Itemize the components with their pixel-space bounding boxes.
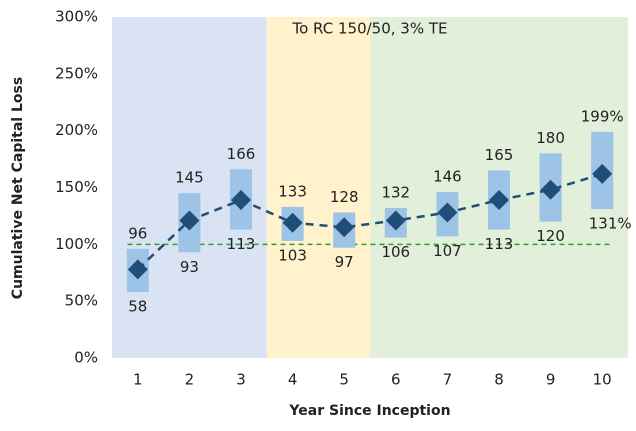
high-label: 146 [433,168,462,186]
x-tick-label: 3 [236,371,246,389]
low-label: 103 [278,246,307,264]
high-label: 133 [278,182,307,200]
median-marker [127,259,148,280]
median-marker [592,163,613,184]
y-tick-label: 100% [55,235,98,253]
median-marker [179,210,200,231]
x-tick-label: 7 [443,371,453,389]
y-tick-label: 200% [55,121,98,139]
low-label: 120 [536,227,565,245]
x-tick-label: 2 [185,371,195,389]
shaded-region [266,17,370,358]
median-marker [334,217,355,238]
x-tick-label: 1 [133,371,143,389]
high-label: 145 [175,169,204,187]
median-marker [437,202,458,223]
low-label: 107 [433,242,462,260]
y-tick-label: 300% [55,8,98,26]
low-label: 58 [128,298,147,316]
x-tick-label: 8 [494,371,504,389]
x-tick-label: 9 [546,371,556,389]
median-marker [540,179,561,200]
y-tick-label: 150% [55,178,98,196]
annotation: To RC 150/50, 3% TE [292,20,448,38]
median-marker [231,190,251,211]
median-marker [282,212,303,233]
median-marker [385,210,406,231]
low-label: 131% [589,215,632,233]
y-tick-label: 0% [74,349,98,367]
x-tick-label: 5 [339,371,349,389]
median-line [136,172,603,271]
high-label: 96 [128,224,147,242]
median-marker [489,190,509,211]
high-label: 180 [536,129,565,147]
y-tick-label: 250% [55,64,98,82]
y-axis-title: Cumulative Net Capital Loss [10,77,26,299]
x-axis-title: Year Since Inception [288,403,450,419]
high-label: 166 [227,145,256,163]
high-label: 132 [381,183,410,201]
x-tick-label: 10 [593,371,612,389]
low-label: 113 [227,235,256,253]
high-label: 165 [485,146,514,164]
low-label: 93 [180,258,199,276]
x-tick-label: 4 [288,371,298,389]
x-tick-label: 6 [391,371,401,389]
high-label: 128 [330,188,359,206]
low-label: 113 [485,235,514,253]
high-label: 199% [581,107,624,125]
low-label: 97 [335,253,354,271]
low-label: 106 [381,243,410,261]
y-tick-label: 50% [65,292,98,310]
